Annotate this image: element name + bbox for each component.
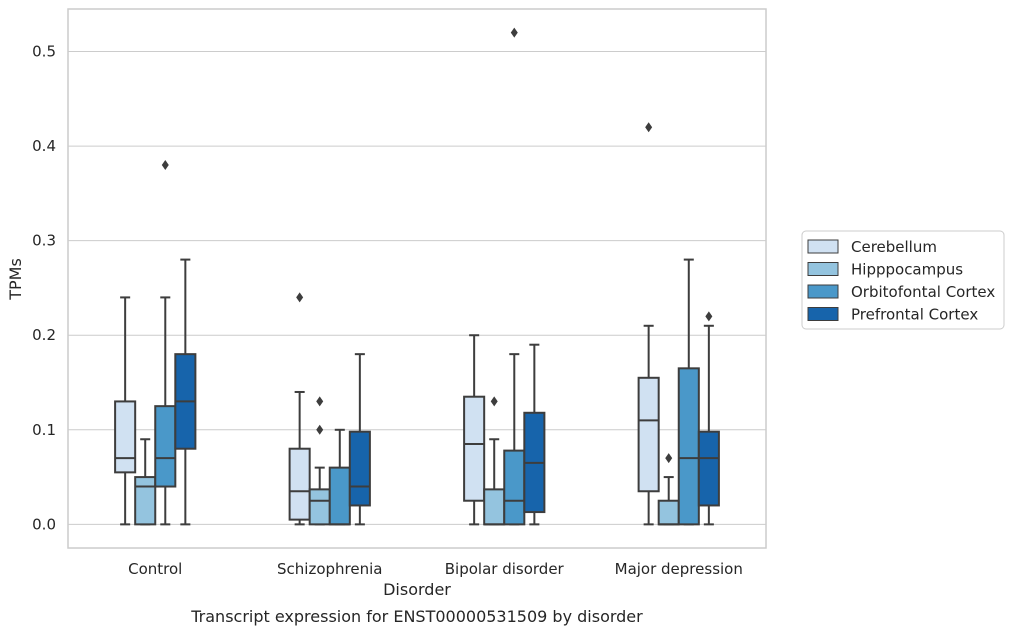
- legend-swatch: [807, 307, 839, 321]
- outlier-point: [296, 292, 304, 303]
- box-prefrontal-cortex: [174, 258, 197, 526]
- x-tick-label: Control: [128, 560, 182, 578]
- y-axis-label: TPMs: [6, 258, 25, 301]
- box-cerebellum: [288, 292, 311, 526]
- outlier-point: [665, 453, 673, 464]
- iqr-box: [114, 400, 137, 474]
- outlier-point: [510, 27, 518, 38]
- outlier-point: [645, 122, 653, 133]
- box-cerebellum: [463, 334, 486, 526]
- y-tick-label: 0.2: [32, 326, 56, 344]
- axes: 0.0 0.1 0.2 0.3 0.4 0.5 Control Schizophrenia Bi…: [32, 8, 767, 578]
- iqr-box: [328, 466, 351, 526]
- box-hipppocampus: [483, 396, 506, 526]
- y-tick-label: 0.0: [32, 515, 56, 533]
- legend-swatch: [807, 262, 839, 276]
- legend-label: Cerebellum: [851, 238, 937, 256]
- chart-caption: Transcript expression for ENST0000053150…: [190, 607, 643, 626]
- legend-swatch: [807, 239, 839, 254]
- legend-frame: [801, 230, 1005, 330]
- box-orbitofontal-cortex: [677, 258, 700, 526]
- x-tick-label: Major depression: [615, 560, 743, 578]
- legend-label: Prefrontal Cortex: [851, 306, 978, 324]
- iqr-box: [637, 376, 660, 493]
- box-prefrontal-cortex: [348, 353, 371, 526]
- iqr-box: [308, 488, 331, 526]
- iqr-box: [697, 430, 720, 507]
- iqr-box: [134, 476, 157, 526]
- y-tick-label: 0.4: [32, 137, 56, 155]
- y-tick-label: 0.3: [32, 232, 56, 250]
- x-axis-label: Disorder: [383, 580, 451, 599]
- x-tick-label: Bipolar disorder: [445, 560, 565, 578]
- plot-frame: [67, 8, 767, 549]
- outlier-point: [161, 160, 169, 171]
- box-hipppocampus: [134, 438, 157, 526]
- outlier-point: [316, 424, 324, 435]
- box-hipppocampus: [308, 396, 331, 526]
- legend-swatch: [807, 284, 839, 299]
- plot-area: [114, 27, 720, 526]
- outlier-point: [705, 311, 713, 322]
- box-prefrontal-cortex: [523, 343, 546, 526]
- box-cerebellum: [637, 122, 660, 526]
- iqr-box: [657, 499, 680, 526]
- box-orbitofontal-cortex: [328, 428, 351, 526]
- box-orbitofontal-cortex: [154, 160, 177, 526]
- box-prefrontal-cortex: [697, 311, 720, 526]
- iqr-box: [483, 488, 506, 526]
- legend-label: Orbitofontal Cortex: [851, 283, 995, 301]
- iqr-box: [288, 447, 311, 521]
- iqr-box: [463, 395, 486, 502]
- legend: Cerebellum Hipppocampus Orbitofontal Corte…: [801, 230, 1005, 330]
- iqr-box: [154, 405, 177, 488]
- y-tick-label: 0.5: [32, 43, 56, 61]
- iqr-box: [677, 367, 700, 526]
- iqr-box: [348, 430, 371, 507]
- outlier-point: [316, 396, 324, 407]
- box-cerebellum: [114, 296, 137, 526]
- box-orbitofontal-cortex: [503, 27, 526, 526]
- legend-label: Hipppocampus: [851, 261, 963, 279]
- y-tick-label: 0.1: [32, 421, 56, 439]
- x-tick-label: Schizophrenia: [277, 560, 382, 578]
- iqr-box: [503, 449, 526, 526]
- outlier-point: [490, 396, 498, 407]
- box-hipppocampus: [657, 453, 680, 526]
